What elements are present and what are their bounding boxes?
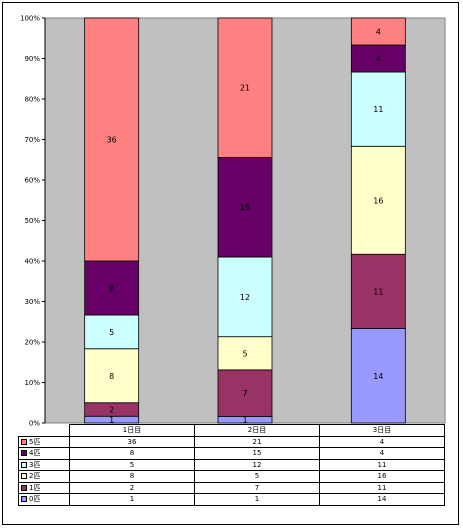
bar-segment (350, 17, 406, 46)
data-label: 5 (109, 328, 114, 337)
data-table-cell: 5 (194, 470, 320, 483)
data-table-row: 5匹 36 21 4 (18, 435, 445, 448)
data-label: 4 (376, 28, 381, 37)
bar-segment (217, 369, 273, 417)
legend-label: 4匹 (29, 449, 41, 458)
data-label: 5 (242, 349, 247, 358)
y-axis: 0% 10% 20% 30% 40% 50% 60% 70% 80% 90% 100% (20, 15, 46, 428)
data-table-cell: 8 (69, 447, 195, 460)
data-label: 36 (107, 136, 117, 145)
data-label: 1 (109, 416, 114, 425)
legend-swatch (21, 461, 27, 468)
legend-swatch (21, 484, 27, 491)
y-tick-label: 0% (29, 420, 40, 428)
y-tick-label: 20% (24, 339, 40, 347)
data-table-row: 2匹 8 5 16 (18, 470, 445, 483)
y-tick-label: 80% (24, 96, 40, 104)
bar-segment (84, 260, 140, 316)
legend-swatch (21, 473, 27, 480)
data-table-cell: 11 (319, 481, 445, 494)
data-label: 14 (373, 372, 383, 381)
data-table-row: 3匹 5 12 11 (18, 458, 445, 471)
bar-segment (217, 336, 273, 371)
bar-segment (84, 314, 140, 350)
legend-entry: 5匹 (18, 435, 70, 448)
data-table-cell: 36 (69, 435, 195, 448)
data-table-corner (18, 424, 70, 437)
data-table-cell: 4 (319, 435, 445, 448)
y-tick-label: 30% (24, 298, 40, 306)
legend-entry: 3匹 (18, 458, 70, 471)
data-table-cell: 12 (194, 458, 320, 471)
data-table-row: 1匹 2 7 11 (18, 481, 445, 494)
data-label: 11 (373, 287, 383, 296)
data-label: 8 (109, 372, 114, 381)
y-tick-label: 40% (24, 258, 40, 266)
data-table-cell: 16 (319, 470, 445, 483)
legend-label: 1匹 (29, 483, 41, 492)
bar-segment (350, 145, 406, 255)
y-tick-label: 50% (24, 217, 40, 225)
data-table-cell: 5 (69, 458, 195, 471)
bar-segment (350, 253, 406, 329)
data-label: 8 (109, 284, 114, 293)
bar-segment (350, 328, 406, 424)
y-tick-label: 10% (24, 379, 40, 387)
y-tick-label: 90% (24, 55, 40, 63)
category-label: 3日目 (319, 424, 445, 437)
legend-entry: 4匹 (18, 447, 70, 460)
legend-label: 5匹 (29, 437, 41, 446)
data-table-cell: 15 (194, 447, 320, 460)
data-label: 2 (109, 406, 114, 415)
data-label: 12 (240, 293, 250, 302)
data-table-cell: 11 (319, 458, 445, 471)
bar-segment (217, 256, 273, 338)
data-table-row: 4匹 8 15 4 (18, 447, 445, 460)
category-label: 1日目 (69, 424, 195, 437)
legend-swatch (21, 438, 27, 445)
data-label: 11 (373, 105, 383, 114)
legend-label: 0匹 (29, 495, 41, 504)
data-label: 7 (242, 389, 247, 398)
data-table-cell: 4 (319, 447, 445, 460)
data-table-cell: 7 (194, 481, 320, 494)
data-table: 1日目 2日目 3日目 5匹 36 21 4 4匹 8 15 4 3匹 5 12 11 2匹 8 5 16 1匹… (18, 424, 445, 506)
data-table-cell: 21 (194, 435, 320, 448)
data-table-row: 0匹 1 1 14 (18, 493, 445, 506)
bar-segment (84, 17, 140, 262)
data-table-cell: 2 (69, 481, 195, 494)
y-tick-label: 60% (24, 177, 40, 185)
legend-entry: 2匹 (18, 470, 70, 483)
bar-segment (217, 17, 273, 158)
legend-label: 3匹 (29, 460, 41, 469)
data-table-header-row: 1日目 2日目 3日目 (18, 424, 445, 437)
bar-segment (350, 44, 406, 73)
data-table-cell: 14 (319, 493, 445, 506)
data-label: 16 (373, 196, 383, 205)
legend-entry: 1匹 (18, 481, 70, 494)
data-table-cell: 1 (69, 493, 195, 506)
data-table-cell: 1 (194, 493, 320, 506)
legend-swatch (21, 450, 27, 457)
legend-swatch (21, 496, 27, 503)
legend-entry: 0匹 (18, 493, 70, 506)
data-table-cell: 8 (69, 470, 195, 483)
bar-segment (350, 71, 406, 147)
legend-label: 2匹 (29, 472, 41, 481)
category-label: 2日目 (194, 424, 320, 437)
y-tick-label: 70% (24, 136, 40, 144)
data-label: 4 (376, 55, 381, 64)
y-tick-label: 100% (20, 15, 40, 23)
data-label: 21 (240, 84, 250, 93)
data-label: 15 (240, 203, 250, 212)
data-label: 1 (242, 416, 247, 425)
